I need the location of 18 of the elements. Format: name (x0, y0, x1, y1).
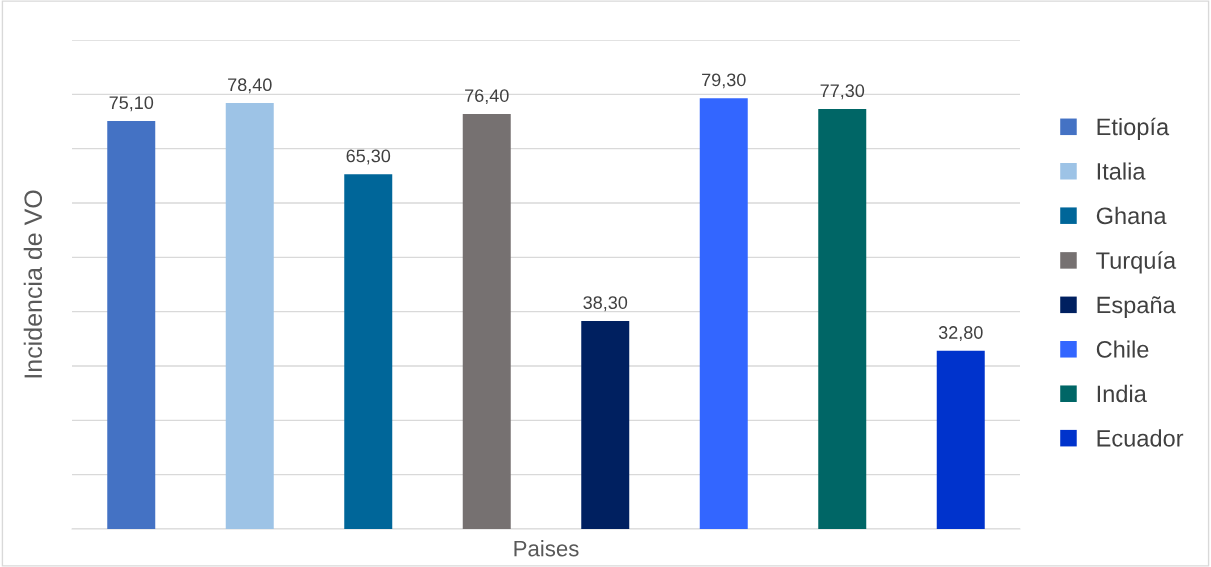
legend-label: India (1097, 384, 1147, 403)
data-label: 75,10 (109, 96, 154, 112)
data-label: 65,30 (346, 149, 391, 165)
legend-label: Turquía (1096, 251, 1177, 274)
legend-label: Chile (1096, 340, 1149, 358)
legend-label: Etiopía (1097, 117, 1170, 140)
legend-label: Ecuador (1097, 429, 1184, 447)
data-label: 32,80 (938, 326, 983, 342)
legend-label: Italia (1097, 162, 1146, 180)
data-label: 79,30 (702, 73, 746, 89)
legend-label: España (1097, 296, 1176, 318)
data-label: 78,40 (228, 78, 272, 94)
y-axis-title: Incidencia de VO (23, 190, 43, 378)
data-label: 38,30 (583, 296, 628, 312)
data-label: 76,40 (465, 89, 509, 105)
x-axis-title: Paises (514, 540, 579, 557)
legend-label: Ghana (1096, 206, 1167, 225)
data-label: 77,30 (820, 84, 865, 100)
